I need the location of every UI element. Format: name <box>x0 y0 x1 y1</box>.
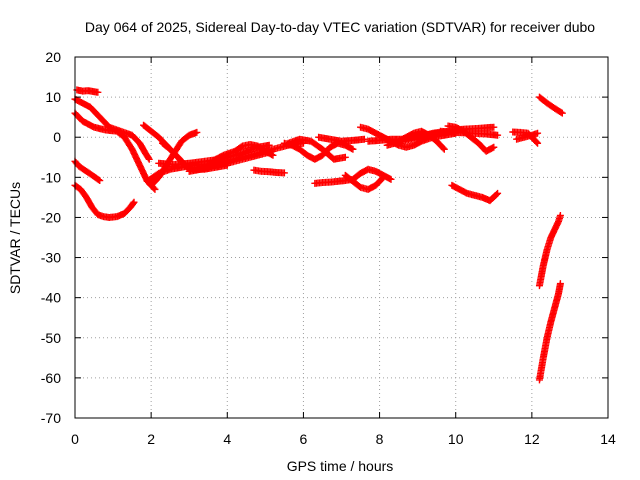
series-arc-4 <box>71 157 104 185</box>
data-point <box>94 88 102 96</box>
y-tick-label: -70 <box>41 410 61 426</box>
data-point <box>193 128 201 136</box>
x-tick-label: 12 <box>524 431 540 447</box>
data-point <box>556 280 564 288</box>
y-tick-label: -20 <box>41 209 61 225</box>
series-arc-13 <box>250 166 288 177</box>
data-point <box>360 135 368 143</box>
y-tick-label: -40 <box>41 290 61 306</box>
data-point <box>144 154 152 162</box>
y-tick-label: -60 <box>41 370 61 386</box>
data-point <box>533 138 541 146</box>
series-arc-1 <box>73 86 102 96</box>
series-arc-7 <box>147 128 201 189</box>
data-point <box>269 147 277 155</box>
data-point <box>145 155 153 163</box>
x-tick-label: 8 <box>376 431 384 447</box>
x-tick-label: 4 <box>223 431 231 447</box>
data-point <box>387 175 395 183</box>
series-arc-17 <box>341 171 387 193</box>
y-tick-label: 20 <box>45 49 61 65</box>
series-arc-29 <box>535 211 564 290</box>
series-arc-27 <box>513 129 542 143</box>
series-arc-25 <box>448 181 502 205</box>
data-point <box>280 169 288 177</box>
data-point <box>379 173 387 181</box>
axis-ticks: 0 2 4 6 8 10 12 14 20 10 0 -10 -20 -30 -40 -50 -60 -70 <box>41 49 616 447</box>
series-arc-30 <box>535 280 564 384</box>
grid <box>75 57 608 418</box>
y-tick-label: -30 <box>41 250 61 266</box>
series-arc-24 <box>436 127 502 139</box>
data-point <box>96 177 104 185</box>
x-tick-label: 0 <box>71 431 79 447</box>
data-point <box>494 189 502 197</box>
data-point <box>493 190 501 198</box>
data-point <box>440 145 448 153</box>
y-tick-label: -50 <box>41 330 61 346</box>
data-point <box>557 108 565 116</box>
data-point <box>490 123 498 131</box>
data-point <box>534 129 542 137</box>
data-point <box>130 198 138 206</box>
data-point <box>95 176 103 184</box>
x-tick-label: 10 <box>448 431 464 447</box>
data-point <box>490 143 498 151</box>
y-axis-label: SDTVAR / TECUs <box>7 182 23 294</box>
data-point <box>341 153 349 161</box>
data-point <box>349 145 357 153</box>
x-tick-label: 14 <box>600 431 616 447</box>
y-tick-label: 0 <box>53 129 61 145</box>
data-point <box>439 144 447 152</box>
series-arc-28 <box>535 93 566 117</box>
series-arc-12 <box>185 147 277 175</box>
x-tick-label: 6 <box>300 431 308 447</box>
data-point <box>378 174 386 182</box>
chart-title: Day 064 of 2025, Sidereal Day-to-day VTE… <box>85 19 595 35</box>
x-axis-label: GPS time / hours <box>287 458 394 474</box>
data-point <box>494 131 502 139</box>
data-point <box>265 141 273 149</box>
y-tick-label: -10 <box>41 169 61 185</box>
data-point <box>556 211 564 219</box>
series-arc-15 <box>284 135 349 163</box>
x-tick-label: 2 <box>147 431 155 447</box>
data-point <box>129 199 137 207</box>
y-tick-label: 10 <box>45 89 61 105</box>
series-arc-18 <box>315 133 368 145</box>
data-point <box>151 185 159 193</box>
data-point <box>534 139 542 147</box>
data-point <box>558 109 566 117</box>
plot-frame <box>74 56 609 419</box>
